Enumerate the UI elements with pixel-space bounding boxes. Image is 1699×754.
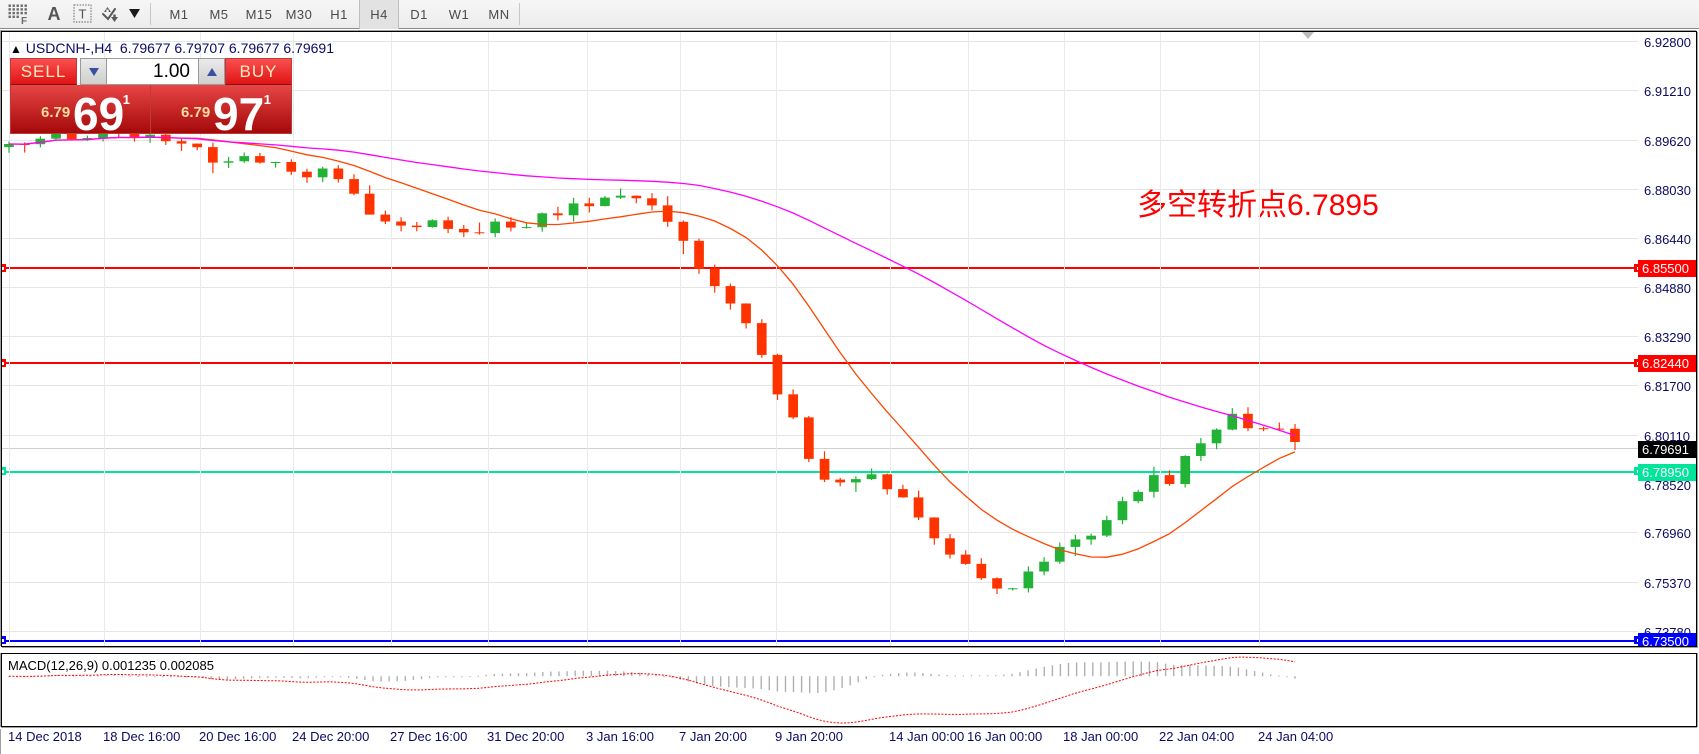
svg-text:T: T: [79, 7, 87, 22]
svg-text:F: F: [21, 16, 27, 27]
